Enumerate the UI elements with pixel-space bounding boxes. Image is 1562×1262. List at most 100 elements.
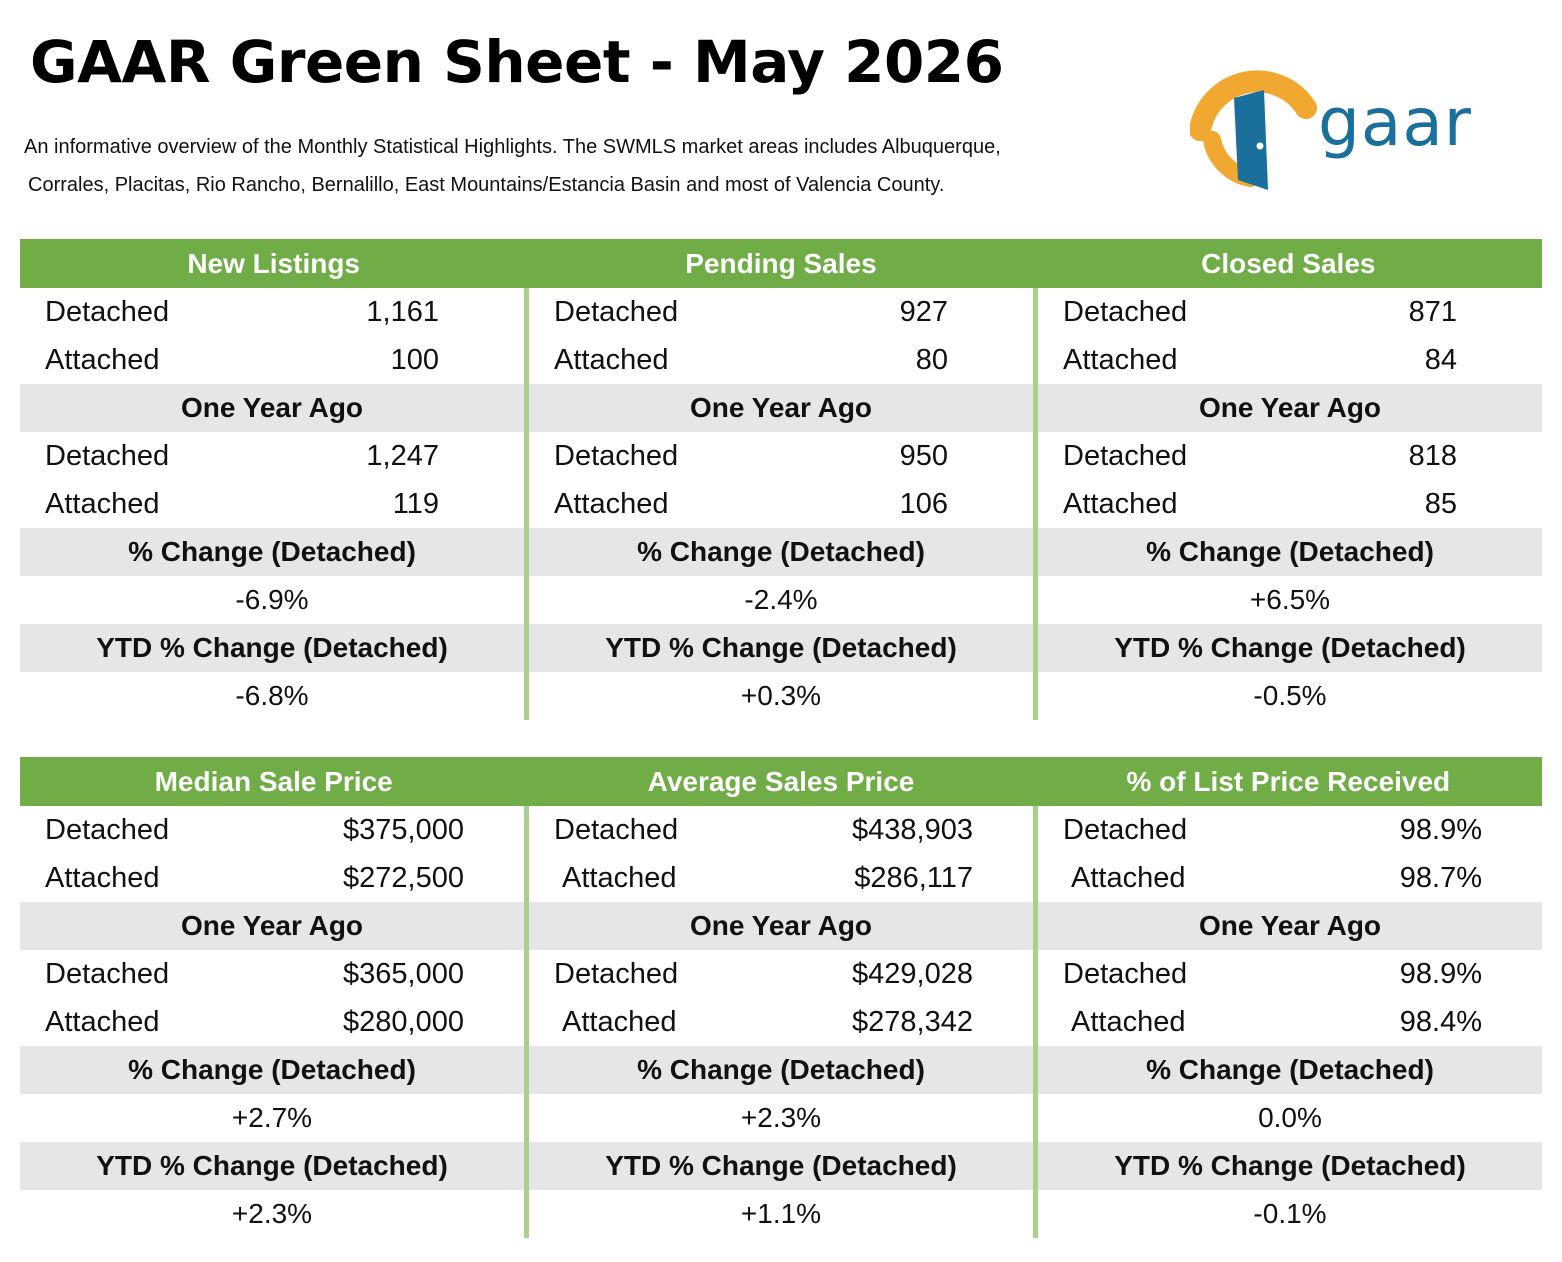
row-detached: Detached 927 [529,288,1033,336]
one-year-ago-heading: One Year Ago [20,902,524,950]
ytd-change-heading: YTD % Change (Detached) [20,1142,524,1190]
pct-change-heading: % Change (Detached) [20,1046,524,1094]
value-ya-detached: 818 [1408,439,1457,472]
label-detached: Detached [554,957,679,990]
header-new-listings: New Listings [187,247,361,279]
ytd-change-heading: YTD % Change (Detached) [20,624,524,672]
pct-change-value: -2.4% [744,584,818,615]
column-new-listings: Detached 1,161 Attached 100 One Year Ago D… [20,288,524,720]
value-ya-attached: 106 [899,487,948,520]
header-pending-sales: Pending Sales [685,247,877,279]
label-detached: Detached [45,439,170,472]
label-detached: Detached [45,957,170,990]
value-attached: 84 [1424,343,1457,376]
row-attached: Attached 98.7% [1038,854,1542,902]
row-ya-detached: Detached 950 [529,432,1033,480]
ytd-change-heading: YTD % Change (Detached) [529,624,1033,672]
value-ya-attached: 85 [1424,487,1457,520]
value-detached: 871 [1408,295,1457,328]
label-detached: Detached [1063,439,1188,472]
intro-line-1: An informative overview of the Monthly S… [24,136,1001,158]
header-closed-sales: Closed Sales [1201,247,1376,279]
label-attached: Attached [45,1005,160,1038]
value-ya-detached: $365,000 [343,957,464,990]
row-attached: Attached $272,500 [20,854,524,902]
pct-change-heading: % Change (Detached) [1038,1046,1542,1094]
pct-change-heading: % Change (Detached) [529,528,1033,576]
ytd-change-heading: YTD % Change (Detached) [1038,1142,1542,1190]
value-attached: $286,117 [854,861,973,894]
ytd-change-value: +2.3% [231,1198,313,1229]
row-ya-detached: Detached 98.9% [1038,950,1542,998]
label-detached: Detached [554,295,679,328]
column-closed-sales: Detached 871 Attached 84 One Year Ago Deta… [1033,288,1542,720]
row-ya-detached: Detached $429,028 [529,950,1033,998]
value-attached: 80 [915,343,948,376]
value-ya-detached: $429,028 [852,957,973,990]
sales-panel: New Listings Pending Sales Closed Sales … [20,239,1542,720]
column-average-sales-price: Detached $438,903 Attached $286,117 One Ye… [524,806,1033,1238]
ytd-change-value: -0.1% [1253,1198,1327,1229]
one-year-ago-heading: One Year Ago [20,384,524,432]
ytd-change-value: -6.8% [235,680,309,711]
column-median-sale-price: Detached $375,000 Attached $272,500 One Ye… [20,806,524,1238]
panel-header-row: Median Sale Price Average Sales Price % … [20,757,1542,806]
header-average-sales-price: Average Sales Price [647,765,915,797]
row-detached: Detached 98.9% [1038,806,1542,854]
row-ya-attached: Attached 119 [20,480,524,528]
value-detached: 1,161 [366,295,439,328]
label-attached: Attached [45,343,160,376]
row-attached: Attached 84 [1038,336,1542,384]
price-panel: Median Sale Price Average Sales Price % … [20,757,1542,1238]
value-detached: $438,903 [852,813,973,846]
row-detached: Detached 1,161 [20,288,524,336]
row-detached: Detached 871 [1038,288,1542,336]
label-detached: Detached [1063,295,1188,328]
ytd-change-value: -0.5% [1253,680,1327,711]
label-attached: Attached [1071,1005,1186,1038]
one-year-ago-heading: One Year Ago [1038,902,1542,950]
panel-header-row: New Listings Pending Sales Closed Sales [20,239,1542,288]
ytd-change-value: +0.3% [740,680,822,711]
label-attached: Attached [562,1005,677,1038]
value-ya-attached: $280,000 [343,1005,464,1038]
pct-change-value: +2.3% [740,1102,822,1133]
label-attached: Attached [1063,487,1178,520]
value-attached: 100 [390,343,439,376]
pct-change-heading: % Change (Detached) [1038,528,1542,576]
label-detached: Detached [554,813,679,846]
row-ya-attached: Attached 85 [1038,480,1542,528]
row-ya-attached: Attached $280,000 [20,998,524,1046]
page-title: GAAR Green Sheet - May 2026 [30,28,1004,96]
row-ya-detached: Detached 818 [1038,432,1542,480]
row-attached: Attached 100 [20,336,524,384]
pct-change-heading: % Change (Detached) [529,1046,1033,1094]
ytd-change-value: +1.1% [740,1198,822,1229]
ytd-change-heading: YTD % Change (Detached) [1038,624,1542,672]
label-detached: Detached [45,813,170,846]
label-attached: Attached [562,861,677,894]
label-attached: Attached [554,487,669,520]
value-detached: 927 [899,295,948,328]
label-attached: Attached [1071,861,1186,894]
value-ya-attached: 98.4% [1399,1005,1482,1038]
value-ya-detached: 98.9% [1399,957,1482,990]
one-year-ago-heading: One Year Ago [529,384,1033,432]
value-attached: 98.7% [1399,861,1482,894]
value-attached: $272,500 [343,861,464,894]
value-ya-detached: 950 [899,439,948,472]
one-year-ago-heading: One Year Ago [1038,384,1542,432]
one-year-ago-heading: One Year Ago [529,902,1033,950]
row-ya-detached: Detached 1,247 [20,432,524,480]
gaar-logo-icon [1190,70,1317,190]
row-detached: Detached $375,000 [20,806,524,854]
label-attached: Attached [554,343,669,376]
value-detached: 98.9% [1399,813,1482,846]
label-attached: Attached [45,861,160,894]
row-attached: Attached 80 [529,336,1033,384]
row-attached: Attached $286,117 [529,854,1033,902]
intro-text: An informative overview of the Monthly S… [24,128,1144,204]
header-median-sale-price: Median Sale Price [154,765,393,797]
pct-change-value: 0.0% [1258,1102,1322,1133]
label-detached: Detached [45,295,170,328]
